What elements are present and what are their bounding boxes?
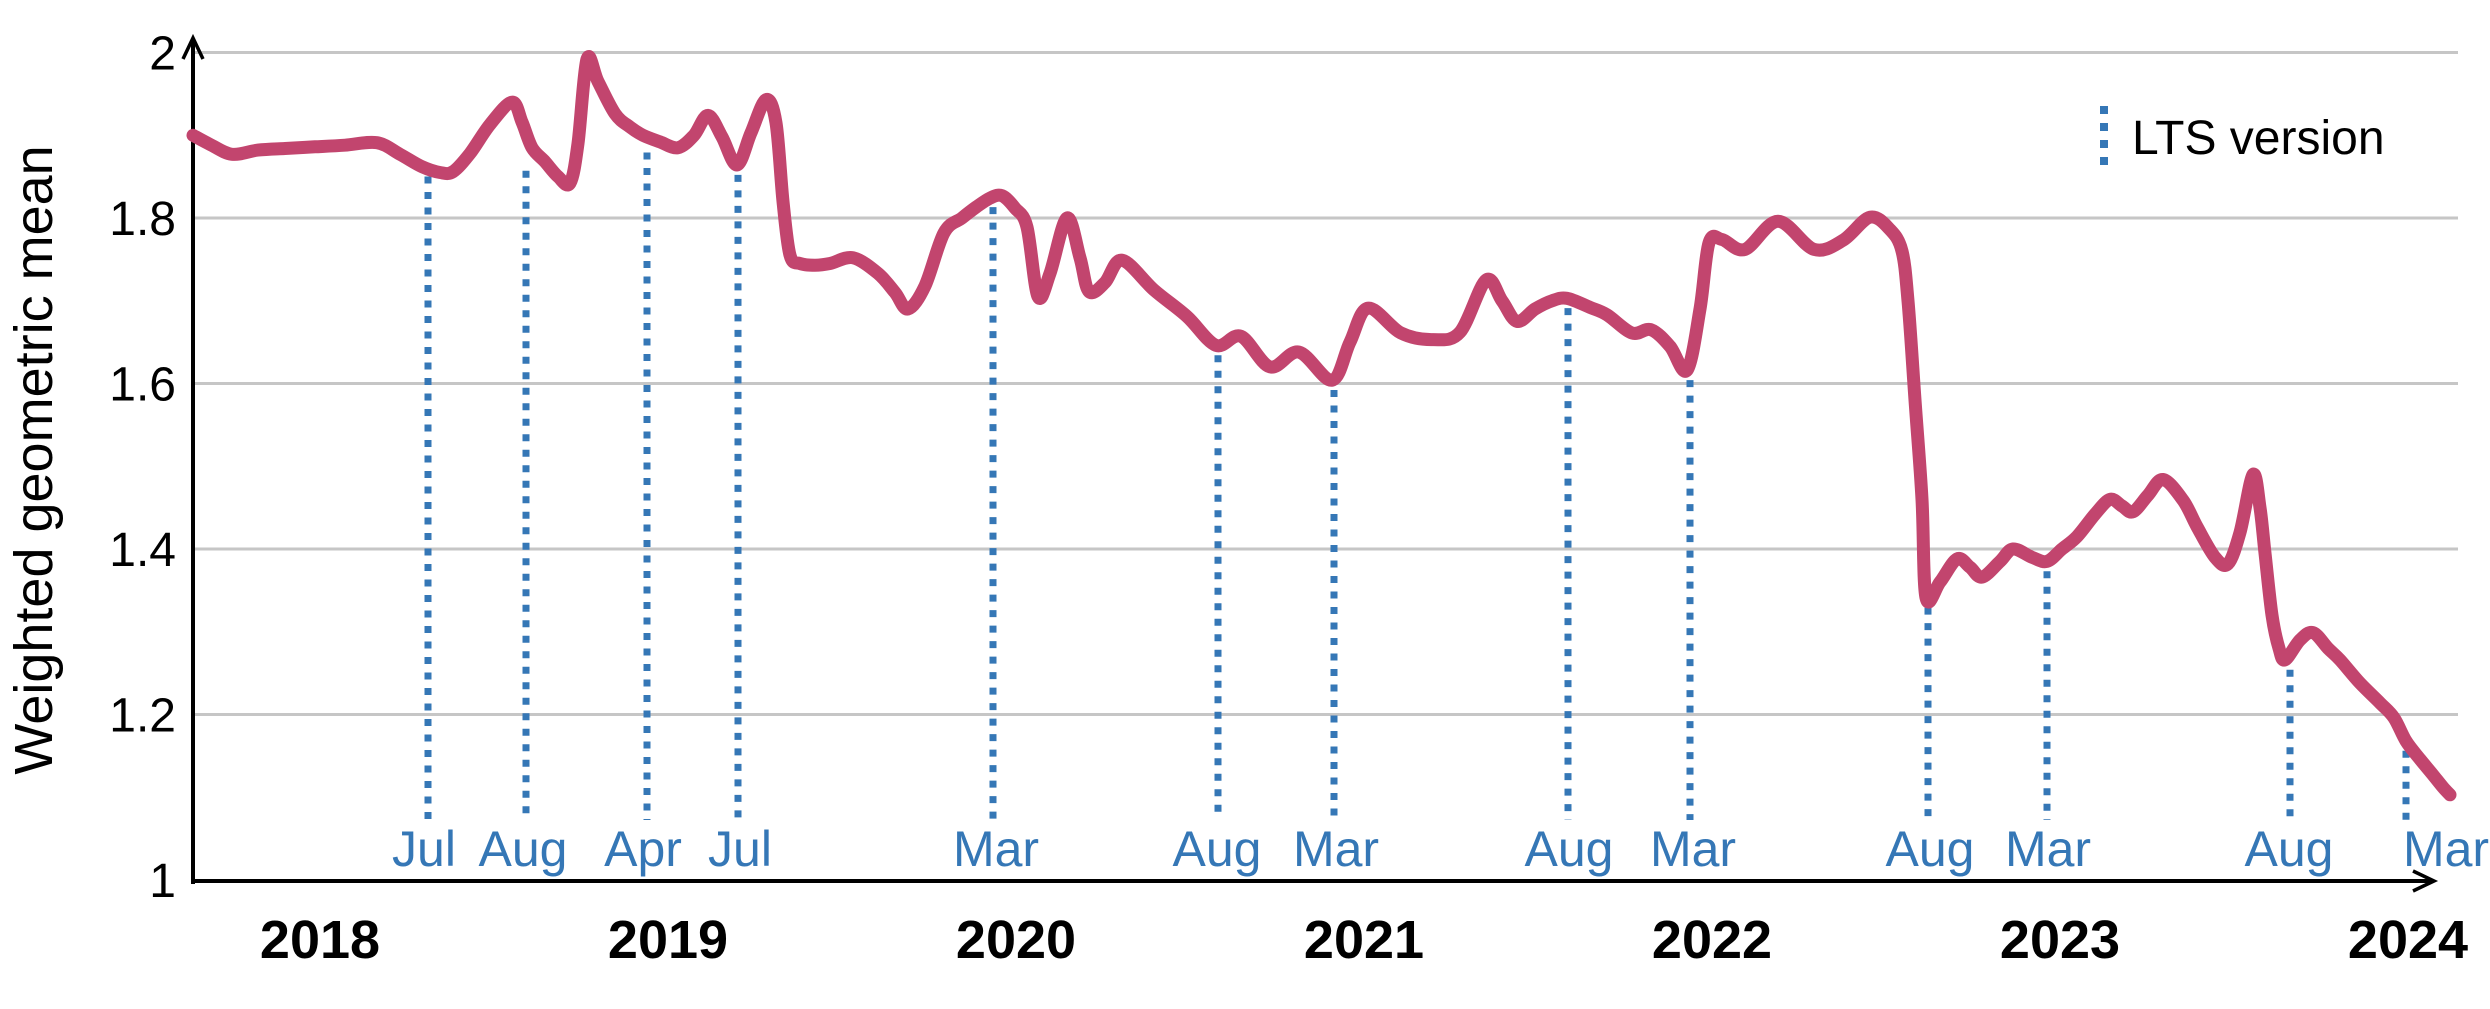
lts-marker-label: Aug	[479, 821, 568, 877]
y-axis-tick-label: 1	[149, 855, 176, 908]
lts-marker-label: Jul	[392, 821, 456, 877]
lts-marker-label: Mar	[1650, 821, 1736, 877]
y-axis-arrow-icon	[181, 33, 205, 60]
y-axis-tick-label: 1.6	[109, 359, 176, 412]
x-axis-year-label: 2022	[1652, 910, 1772, 970]
y-axis-title: Weighted geometric mean	[4, 145, 64, 774]
legend-label: LTS version	[2132, 112, 2385, 165]
lts-marker-label: Apr	[604, 821, 682, 877]
lts-marker-label: Aug	[1173, 821, 1262, 877]
x-axis-year-label: 2019	[608, 910, 728, 970]
x-axis-year-label: 2020	[956, 910, 1076, 970]
y-axis-tick-label: 2	[149, 28, 176, 81]
x-axis-year-label: 2021	[1304, 910, 1424, 970]
x-axis-year-label: 2023	[2000, 910, 2120, 970]
x-axis-year-label: 2018	[260, 910, 380, 970]
lts-marker-label: Aug	[2245, 821, 2334, 877]
lts-marker-label: Aug	[1886, 821, 1975, 877]
lts-marker-label: Mar	[2005, 821, 2091, 877]
x-axis-year-label: 2024	[2348, 910, 2468, 970]
lts-marker-label: Jul	[708, 821, 772, 877]
y-axis-tick-label: 1.8	[109, 193, 176, 246]
legend: LTS version	[2100, 106, 2385, 168]
lts-marker-label: Mar	[2403, 821, 2489, 877]
lts-marker-label: Mar	[953, 821, 1039, 877]
y-axis-tick-label: 1.2	[109, 690, 176, 743]
y-axis-tick-label: 1.4	[109, 524, 176, 577]
x-axis-arrow-icon	[2412, 869, 2439, 893]
series-line	[186, 50, 2457, 802]
lts-marker-label: Aug	[1525, 821, 1614, 877]
lts-marker-label: Mar	[1293, 821, 1379, 877]
